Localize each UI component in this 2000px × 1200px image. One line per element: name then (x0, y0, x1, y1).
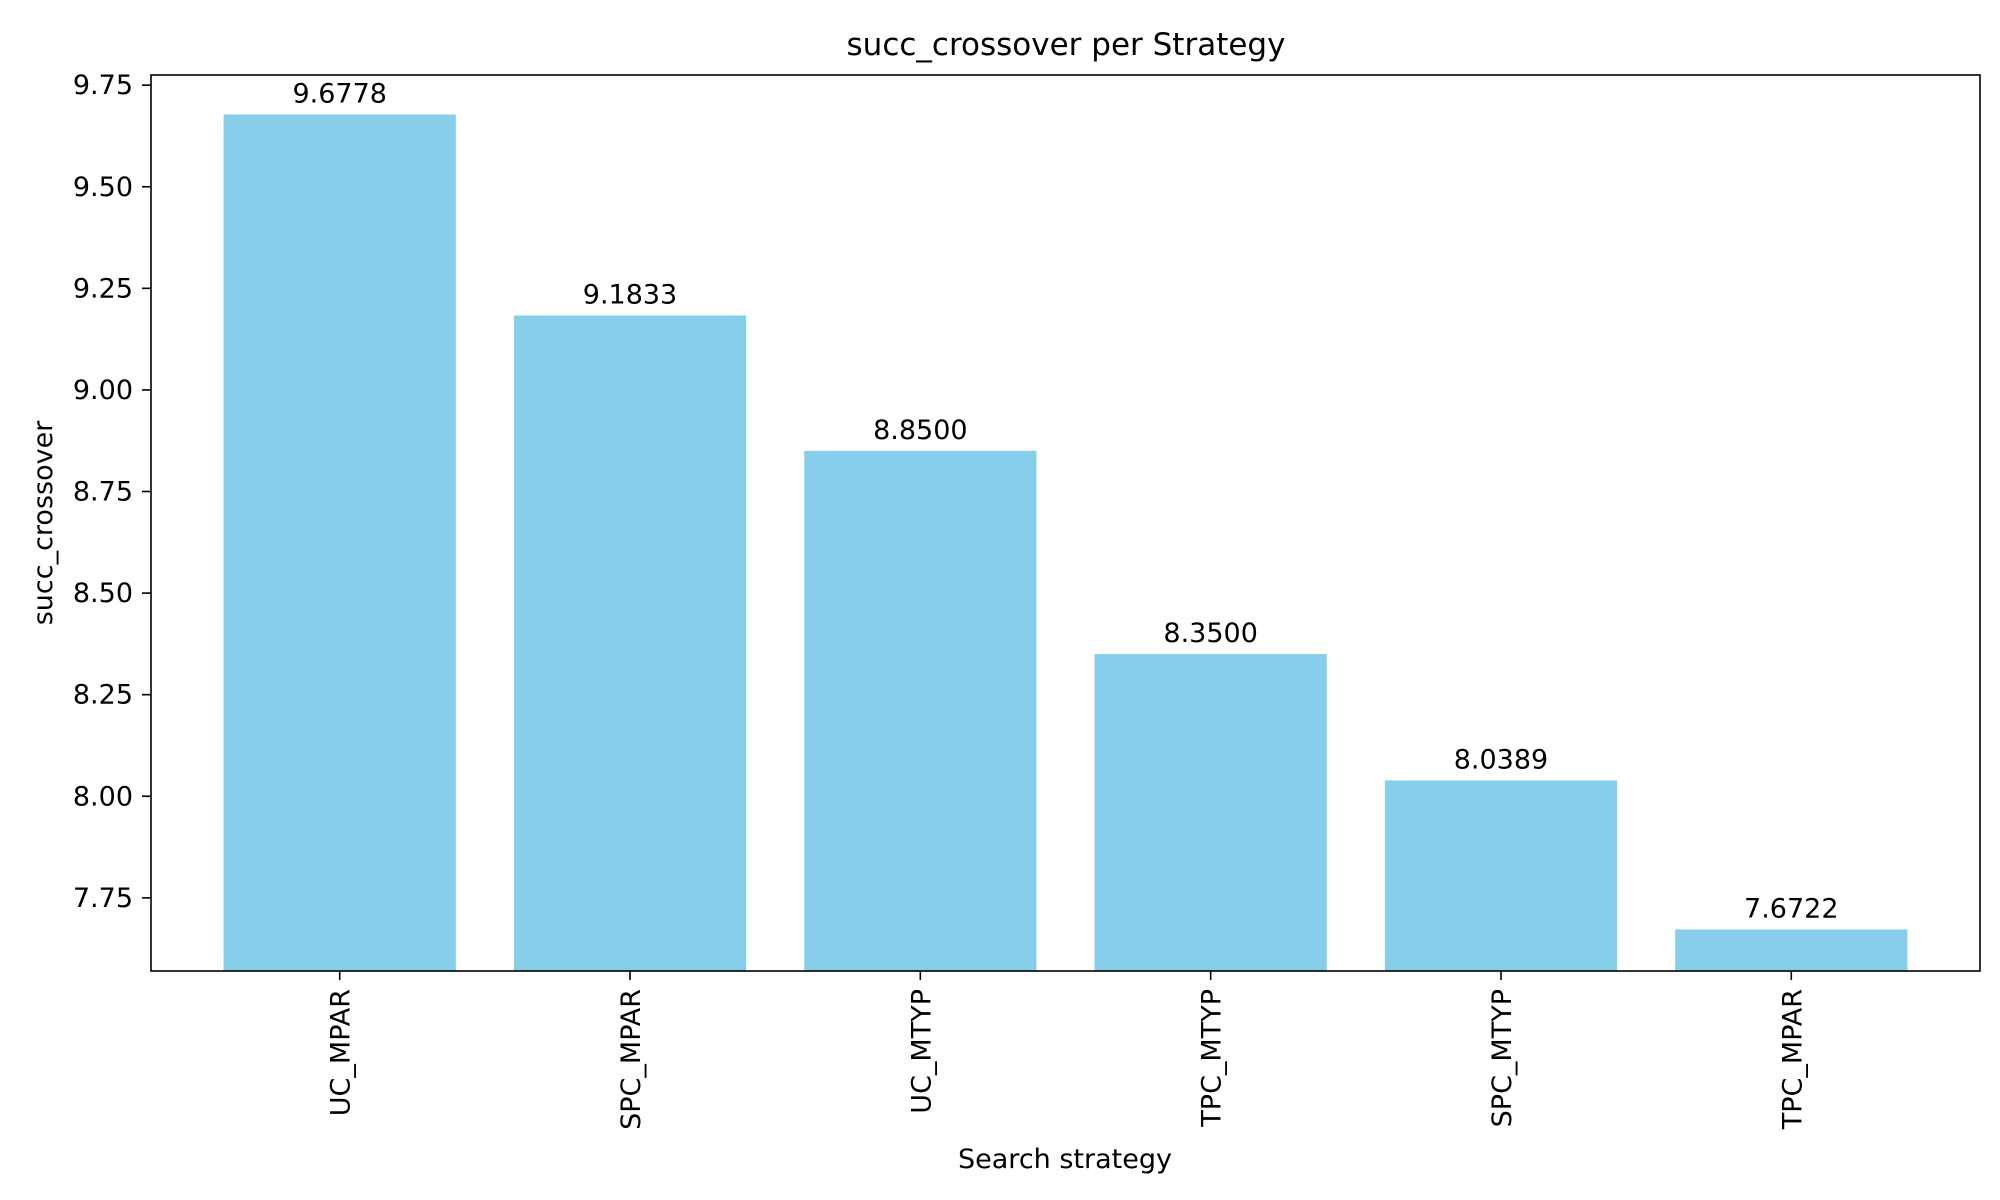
bar-uc-mtyp (804, 450, 1037, 971)
chart-title: succ_crossover per Strategy (847, 27, 1286, 63)
plot-frame (150, 74, 1981, 972)
x-tick-label: TPC_MTYP (1197, 989, 1228, 1128)
y-tick-label: 9.25 (73, 273, 133, 304)
bar-tpc-mtyp (1094, 654, 1327, 971)
bar-spc-mpar (513, 315, 747, 971)
y-tick-label: 9.50 (73, 172, 133, 203)
data-label: 9.1833 (583, 279, 677, 310)
bar-uc-mpar (223, 114, 456, 971)
x-tick-label: SPC_MTYP (1487, 989, 1518, 1127)
y-tick-label: 8.75 (73, 477, 133, 508)
data-label: 8.3500 (1163, 618, 1257, 649)
y-tick-label: 9.75 (73, 70, 133, 101)
y-tick-label: 8.00 (73, 781, 133, 812)
data-label: 8.8500 (873, 415, 967, 446)
x-axis: UC_MPAR SPC_MPAR UC_MTYP TPC_MTYP SPC_MTYP TP… (326, 971, 1808, 1130)
y-tick-label: 8.50 (73, 578, 133, 609)
bar-spc-mtyp (1384, 780, 1618, 971)
x-tick-label: UC_MPAR (326, 989, 357, 1116)
y-tick-label: 9.00 (73, 375, 133, 406)
x-axis-label: Search strategy (958, 1144, 1172, 1175)
x-tick-label: SPC_MPAR (616, 989, 647, 1130)
x-tick-label: TPC_MPAR (1777, 989, 1808, 1130)
bar-tpc-mpar (1675, 929, 1908, 971)
data-label: 9.6778 (292, 79, 386, 110)
x-tick-label: UC_MTYP (906, 989, 937, 1114)
data-label: 7.6722 (1744, 893, 1838, 924)
bars-layer: 9.6778 9.1833 8.8500 8.3500 8.0389 7.6722 (223, 79, 1908, 971)
y-tick-label: 8.25 (73, 680, 133, 711)
y-axis: 7.75 8.00 8.25 8.50 8.75 9.00 9.25 9.50 9.75 (73, 70, 151, 914)
data-label: 8.0389 (1454, 744, 1548, 775)
y-axis-label: succ_crossover (28, 420, 59, 625)
y-tick-label: 7.75 (73, 883, 133, 914)
